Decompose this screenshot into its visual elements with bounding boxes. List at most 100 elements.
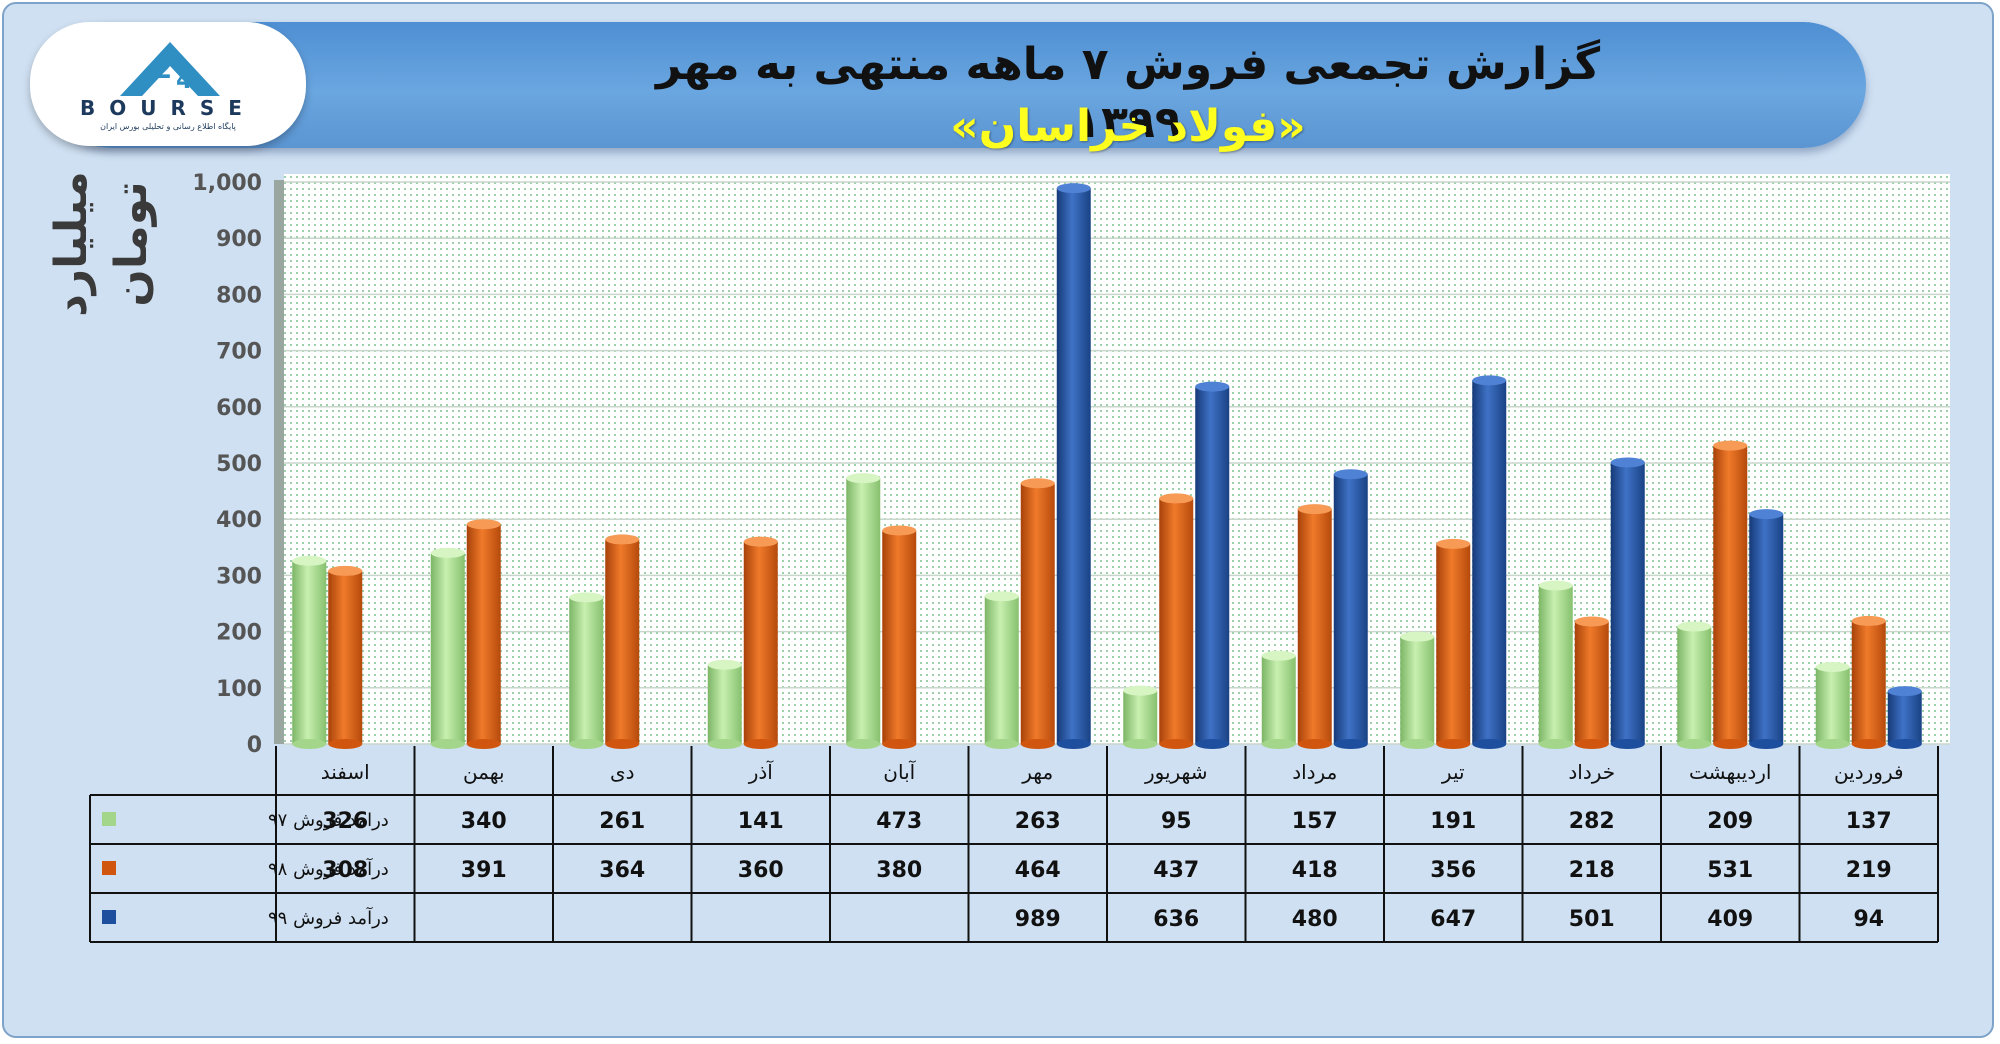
- bar: [846, 473, 881, 749]
- data-label: 480: [1292, 907, 1338, 932]
- x-tick-label: اسفند: [321, 760, 370, 784]
- data-label: 356: [1430, 858, 1476, 883]
- bar: [430, 547, 465, 749]
- data-label: 391: [461, 858, 507, 883]
- bar: [466, 519, 501, 749]
- bar: [1261, 650, 1296, 749]
- bar: [1887, 686, 1922, 749]
- data-label: 282: [1569, 809, 1615, 834]
- svg-text:4: 4: [176, 66, 193, 94]
- data-label: 157: [1292, 809, 1338, 834]
- data-label: 418: [1292, 858, 1338, 883]
- data-label: 209: [1707, 809, 1753, 834]
- svg-text:2: 2: [154, 55, 172, 85]
- x-tick-label: مهر: [1021, 760, 1053, 784]
- y-tick-label: 1,000: [192, 171, 262, 196]
- y-tick-label: 300: [216, 564, 262, 589]
- x-tick-label: آبان: [883, 759, 916, 784]
- data-label: 326: [322, 809, 368, 834]
- x-tick-label: خرداد: [1568, 760, 1615, 784]
- data-label: 261: [599, 809, 645, 834]
- data-label: 380: [876, 858, 922, 883]
- bar: [328, 565, 363, 749]
- x-tick-label: بهمن: [463, 760, 505, 784]
- bar: [1815, 662, 1850, 749]
- legend-swatch: [102, 812, 116, 826]
- x-tick-label: شهریور: [1144, 760, 1208, 784]
- bar: [984, 591, 1019, 749]
- chart-title: گزارش تجمعی فروش ۷ ماهه منتهی به مهر ۱۳۹…: [655, 39, 1601, 148]
- x-tick-label: مرداد: [1292, 760, 1337, 784]
- bar: [1713, 440, 1748, 749]
- y-tick-label: 0: [247, 733, 262, 758]
- bar: [1056, 183, 1091, 749]
- data-label: 141: [738, 809, 784, 834]
- data-label: 636: [1153, 907, 1199, 932]
- y-tick-label: 200: [216, 621, 262, 646]
- data-label: 409: [1707, 907, 1753, 932]
- data-label: 308: [322, 858, 368, 883]
- logo-wordmark: BOURSE: [80, 96, 256, 120]
- y-tick-label: 900: [216, 227, 262, 252]
- x-tick-label: فروردین: [1834, 760, 1904, 784]
- bar: [1538, 580, 1573, 749]
- data-label: 437: [1153, 858, 1199, 883]
- data-label: 989: [1015, 907, 1061, 932]
- bar: [1749, 509, 1784, 749]
- bar: [882, 525, 917, 749]
- bar: [605, 534, 640, 749]
- bar: [743, 536, 778, 749]
- y-tick-label: 500: [216, 452, 262, 477]
- bar: [1851, 615, 1886, 749]
- data-label: 218: [1569, 858, 1615, 883]
- bar: [1123, 685, 1158, 749]
- bar: [707, 659, 742, 749]
- legend-label: درآمد فروش ۹۹: [268, 906, 389, 929]
- bar: [1020, 478, 1055, 749]
- legend-swatch: [102, 861, 116, 875]
- title-banner: گزارش تجمعی فروش ۷ ماهه منتهی به مهر ۱۳۹…: [48, 22, 1866, 152]
- bar: [1159, 493, 1194, 749]
- logo-caption: پایگاه اطلاع رسانی و تحلیلی بورس ایران: [100, 122, 236, 131]
- bar: [1436, 538, 1471, 749]
- data-label: 647: [1430, 907, 1476, 932]
- bar: [1400, 631, 1435, 749]
- data-label: 263: [1015, 809, 1061, 834]
- data-label: 473: [876, 809, 922, 834]
- data-label: 340: [461, 809, 507, 834]
- bar: [569, 592, 604, 749]
- x-tick-label: تیر: [1441, 760, 1465, 784]
- bourse-logo: 2 4 BOURSE پایگاه اطلاع رسانی و تحلیلی ب…: [30, 22, 306, 146]
- data-label: 360: [738, 858, 784, 883]
- legend-label: درامد فروش ۹۷: [268, 810, 389, 831]
- bar: [1574, 616, 1609, 749]
- data-label: 501: [1569, 907, 1615, 932]
- data-label: 531: [1707, 858, 1753, 883]
- x-tick-label: اردیبهشت: [1689, 760, 1771, 784]
- bar: [1297, 504, 1332, 749]
- bar: [1610, 457, 1645, 749]
- bar: [1333, 469, 1368, 749]
- y-tick-label: 600: [216, 396, 262, 421]
- data-label: 464: [1015, 858, 1061, 883]
- legend-swatch: [102, 910, 116, 924]
- y-tick-label: 100: [216, 677, 262, 702]
- data-label: 364: [599, 858, 645, 883]
- y-tick-label: 400: [216, 508, 262, 533]
- legend-label: درآمد فروش ۹۸: [268, 857, 389, 880]
- y-tick-label: 800: [216, 283, 262, 308]
- bar: [1677, 621, 1712, 749]
- plot-area: [284, 174, 1950, 744]
- x-tick-label: دی: [610, 760, 635, 784]
- bar: [1472, 375, 1507, 749]
- 24-bourse-logo-icon: 2 4: [120, 42, 220, 96]
- x-tick-label: آذر: [748, 759, 775, 784]
- data-label: 137: [1846, 809, 1892, 834]
- data-label: 95: [1161, 809, 1192, 834]
- data-label: 94: [1853, 907, 1884, 932]
- bar: [292, 555, 327, 749]
- bar: [1195, 381, 1230, 749]
- data-label: 191: [1430, 809, 1476, 834]
- chart-subtitle: «فولاد خراسان»: [950, 101, 1306, 152]
